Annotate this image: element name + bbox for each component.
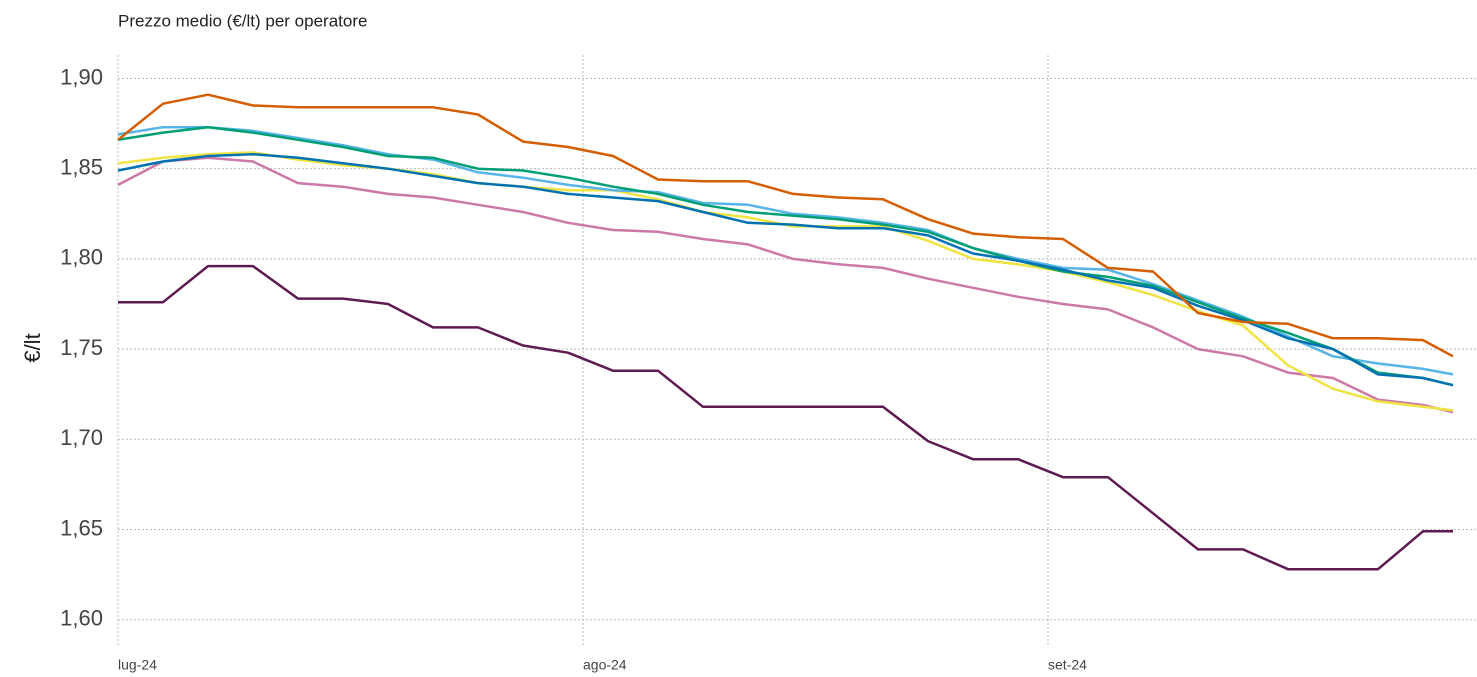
y-tick-label: 1,75 <box>60 335 103 360</box>
y-axis-label: €/lt <box>20 333 45 362</box>
x-tick-label: ago-24 <box>583 657 627 673</box>
series-line <box>117 125 1454 387</box>
y-tick-label: 1,70 <box>60 425 103 450</box>
chart-title: Prezzo medio (€/lt) per operatore <box>118 11 367 30</box>
x-tick-label: lug-24 <box>118 657 157 673</box>
y-tick-label: 1,80 <box>60 245 103 270</box>
series-line <box>117 151 1454 412</box>
series-line <box>117 156 1454 414</box>
series-line <box>118 264 1453 571</box>
y-tick-label: 1,85 <box>60 154 103 179</box>
x-tick-label: set-24 <box>1048 657 1087 673</box>
y-tick-label: 1,90 <box>60 64 103 89</box>
series-line <box>117 152 1454 387</box>
series-line <box>117 93 1454 358</box>
series-line <box>117 125 1454 376</box>
y-tick-label: 1,60 <box>60 606 103 631</box>
y-tick-label: 1,65 <box>60 515 103 540</box>
